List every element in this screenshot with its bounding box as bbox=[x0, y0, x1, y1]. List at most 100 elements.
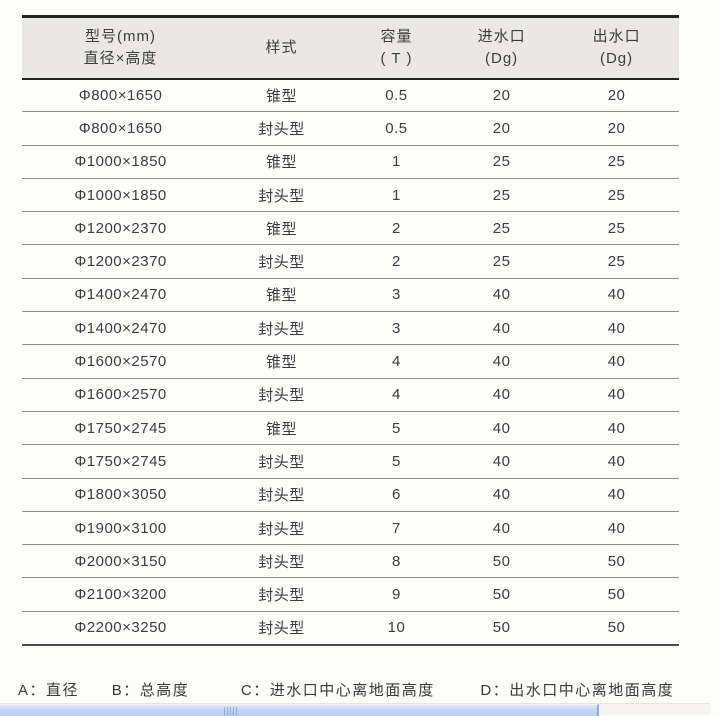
cell-capacity: 2 bbox=[343, 244, 450, 279]
cell-inlet: 50 bbox=[449, 544, 555, 579]
cell-style: 锥型 bbox=[219, 344, 344, 379]
cell-outlet: 40 bbox=[554, 378, 679, 412]
cell-style: 封头型 bbox=[219, 244, 344, 279]
table-row: Φ1750×2745 封头型 5 40 40 bbox=[22, 444, 679, 479]
legend: A：直径 B：总高度 C：进水口中心离地面高度 D：出水口中心离地面高度 bbox=[18, 679, 674, 700]
cell-style: 锥型 bbox=[219, 145, 344, 179]
cell-inlet: 25 bbox=[449, 145, 555, 179]
col-header-outlet-line1: 出水口 bbox=[592, 27, 641, 45]
scrollbar-grip-icon bbox=[224, 707, 237, 715]
cell-inlet: 40 bbox=[449, 311, 555, 346]
cell-inlet: 20 bbox=[449, 111, 555, 146]
cell-outlet: 40 bbox=[554, 311, 679, 346]
col-header-inlet: 进水口 (Dg) bbox=[449, 15, 555, 80]
cell-model: Φ1400×2470 bbox=[22, 278, 220, 313]
cell-model: Φ1600×2570 bbox=[22, 378, 220, 412]
cell-inlet: 25 bbox=[449, 244, 555, 279]
col-header-inlet-line1: 进水口 bbox=[477, 27, 526, 45]
table-row: Φ1400×2470 锥型 3 40 40 bbox=[22, 278, 679, 313]
cell-capacity: 0.5 bbox=[343, 111, 450, 146]
col-header-inlet-line2: (Dg) bbox=[485, 49, 519, 67]
cell-inlet: 25 bbox=[449, 178, 555, 213]
col-header-capacity-line1: 容量 bbox=[380, 27, 413, 45]
cell-style: 封头型 bbox=[219, 544, 344, 579]
cell-style: 锥型 bbox=[219, 278, 344, 313]
cell-outlet: 20 bbox=[554, 78, 679, 113]
cell-style: 封头型 bbox=[219, 311, 344, 346]
cell-model: Φ1900×3100 bbox=[22, 511, 220, 546]
header-row: 型号(mm) 直径×高度 样式 容量 ( T ) 进水口 (Dg) 出水口 (D… bbox=[22, 15, 679, 80]
cell-outlet: 25 bbox=[554, 178, 679, 213]
table-row: Φ1000×1850 锥型 1 25 25 bbox=[22, 145, 679, 179]
cell-capacity: 0.5 bbox=[343, 78, 450, 113]
table-row: Φ800×1650 锥型 0.5 20 20 bbox=[22, 78, 679, 113]
cell-style: 封头型 bbox=[219, 478, 344, 512]
cell-style: 锥型 bbox=[219, 411, 344, 446]
cell-inlet: 25 bbox=[449, 211, 555, 246]
scrollbar-thumb[interactable] bbox=[0, 704, 599, 716]
cell-model: Φ2000×3150 bbox=[22, 544, 220, 579]
col-header-style: 样式 bbox=[219, 15, 344, 80]
col-header-outlet: 出水口 (Dg) bbox=[554, 15, 679, 80]
cell-inlet: 50 bbox=[449, 611, 555, 646]
cell-inlet: 40 bbox=[449, 444, 555, 479]
col-header-outlet-line2: (Dg) bbox=[599, 49, 634, 67]
cell-outlet: 40 bbox=[554, 344, 679, 379]
cell-model: Φ1200×2370 bbox=[22, 244, 220, 279]
cell-outlet: 50 bbox=[554, 611, 679, 646]
cell-style: 封头型 bbox=[219, 511, 344, 546]
table-row: Φ1000×1850 封头型 1 25 25 bbox=[22, 178, 679, 213]
cell-style: 锥型 bbox=[219, 78, 344, 113]
cell-capacity: 6 bbox=[343, 478, 450, 512]
table-row: Φ1200×2370 封头型 2 25 25 bbox=[22, 244, 679, 279]
cell-inlet: 50 bbox=[449, 577, 555, 612]
cell-model: Φ1200×2370 bbox=[22, 211, 220, 246]
cell-model: Φ2100×3200 bbox=[22, 577, 220, 612]
cell-outlet: 25 bbox=[554, 211, 679, 246]
table-row: Φ1800×3050 封头型 6 40 40 bbox=[22, 478, 679, 512]
cell-capacity: 10 bbox=[343, 611, 450, 646]
legend-item-c: C：进水口中心离地面高度 bbox=[240, 682, 435, 699]
cell-capacity: 1 bbox=[343, 145, 450, 179]
cell-inlet: 40 bbox=[449, 378, 555, 412]
cell-capacity: 5 bbox=[343, 411, 450, 446]
cell-model: Φ1000×1850 bbox=[22, 178, 220, 213]
cell-style: 封头型 bbox=[219, 178, 344, 213]
cell-capacity: 4 bbox=[343, 344, 450, 379]
cell-inlet: 40 bbox=[449, 411, 555, 446]
cell-capacity: 3 bbox=[343, 311, 450, 346]
cell-outlet: 40 bbox=[554, 478, 679, 512]
cell-style: 锥型 bbox=[219, 211, 344, 246]
horizontal-scrollbar[interactable] bbox=[0, 703, 710, 716]
legend-item-d: D：出水口中心离地面高度 bbox=[480, 682, 675, 699]
table-row: Φ1400×2470 封头型 3 40 40 bbox=[22, 311, 679, 346]
cell-capacity: 8 bbox=[343, 544, 450, 579]
col-header-capacity: 容量 ( T ) bbox=[343, 15, 450, 80]
cell-model: Φ1000×1850 bbox=[22, 145, 220, 179]
col-header-model-line1: 型号(mm) bbox=[85, 27, 157, 45]
table-row: Φ1200×2370 锥型 2 25 25 bbox=[22, 211, 679, 246]
table-row: Φ1600×2570 锥型 4 40 40 bbox=[22, 344, 679, 379]
cell-outlet: 40 bbox=[554, 511, 679, 546]
cell-model: Φ800×1650 bbox=[22, 78, 220, 113]
table-header: 型号(mm) 直径×高度 样式 容量 ( T ) 进水口 (Dg) 出水口 (D… bbox=[22, 15, 679, 80]
spec-table: 型号(mm) 直径×高度 样式 容量 ( T ) 进水口 (Dg) 出水口 (D… bbox=[22, 15, 679, 646]
cell-capacity: 2 bbox=[343, 211, 450, 246]
cell-outlet: 40 bbox=[554, 278, 679, 313]
cell-inlet: 40 bbox=[449, 511, 555, 546]
cell-capacity: 9 bbox=[343, 577, 450, 612]
cell-style: 封头型 bbox=[219, 444, 344, 479]
cell-capacity: 3 bbox=[343, 278, 450, 313]
table-row: Φ1600×2570 封头型 4 40 40 bbox=[22, 378, 679, 412]
legend-item-a: A：直径 bbox=[18, 682, 80, 699]
table-row: Φ2000×3150 封头型 8 50 50 bbox=[22, 544, 679, 579]
cell-capacity: 5 bbox=[343, 444, 450, 479]
cell-outlet: 40 bbox=[554, 411, 679, 446]
cell-inlet: 40 bbox=[449, 478, 555, 512]
cell-capacity: 1 bbox=[343, 178, 450, 213]
cell-inlet: 20 bbox=[449, 78, 555, 113]
cell-model: Φ1750×2745 bbox=[22, 444, 220, 479]
cell-inlet: 40 bbox=[449, 344, 555, 379]
col-header-model-line2: 直径×高度 bbox=[83, 49, 158, 67]
cell-capacity: 4 bbox=[343, 378, 450, 412]
